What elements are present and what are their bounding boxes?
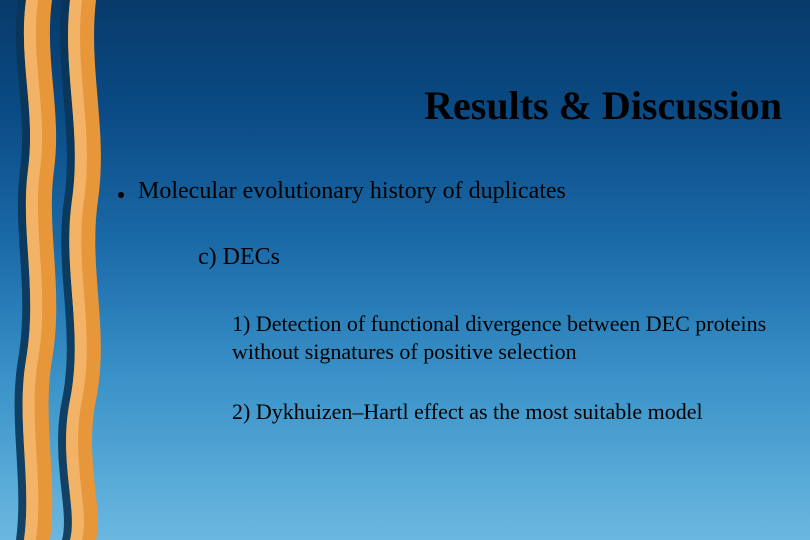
- point-2: 2) Dykhuizen–Hartl effect as the most su…: [232, 398, 772, 426]
- subsection-c: c) DECs: [198, 244, 280, 271]
- point-1: 1) Detection of functional divergence be…: [232, 310, 772, 365]
- bullet-marker: [118, 192, 124, 198]
- bullet-text: Molecular evolutionary history of duplic…: [138, 178, 566, 205]
- slide-title: Results & Discussion: [424, 82, 782, 129]
- ribbon-decoration: [0, 0, 120, 540]
- bullet-item: Molecular evolutionary history of duplic…: [118, 178, 566, 205]
